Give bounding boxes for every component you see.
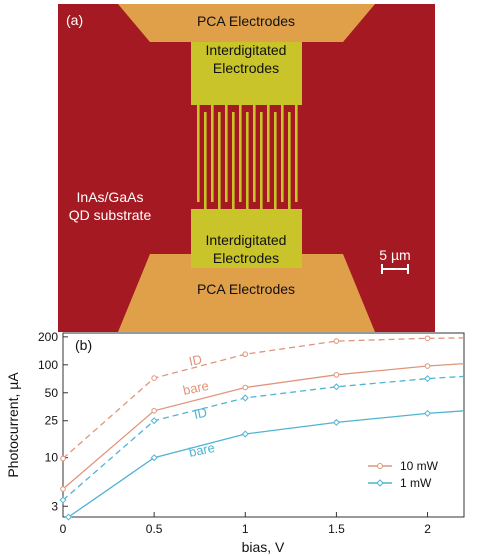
legend-marker-10mw [377, 463, 383, 469]
x-axis-label: bias, V [242, 539, 285, 555]
panel-a-label: (a) [66, 12, 83, 28]
panel-b-label: (b) [75, 337, 92, 353]
pca-electrode-bottom [118, 254, 375, 332]
finger [225, 105, 228, 202]
annot-id-10mw: ID [188, 352, 204, 369]
point-marker [151, 375, 157, 381]
point-marker [424, 409, 432, 417]
pca-label-top: PCA Electrodes [197, 13, 295, 29]
x-tick-label: 1 [242, 522, 249, 536]
finger [246, 112, 249, 209]
point-marker [64, 513, 72, 521]
finger [253, 105, 256, 202]
id-label-bottom-2: Electrodes [213, 250, 279, 266]
x-tick-label: 2 [424, 522, 431, 536]
plot-frame [62, 332, 465, 518]
finger [232, 112, 235, 209]
pca-label-bottom: PCA Electrodes [197, 281, 295, 297]
point-marker [333, 372, 340, 378]
point-marker [59, 496, 67, 504]
x-tick-label: 1.5 [328, 522, 345, 536]
series-layer [59, 335, 465, 521]
series-line [62, 375, 465, 501]
x-axis-ticks: 0 0.5 1 1.5 2 [60, 512, 431, 536]
finger [281, 105, 284, 202]
finger [274, 112, 277, 209]
series-line [68, 410, 465, 518]
y-tick-label: 200 [38, 330, 58, 344]
series-line [62, 337, 465, 459]
point-marker [60, 455, 66, 462]
point-marker [242, 384, 249, 391]
y-axis-label: Photocurrent, µA [5, 372, 21, 478]
x-tick-label: 0 [60, 522, 67, 536]
point-marker [60, 486, 66, 492]
finger [260, 112, 263, 209]
finger [197, 105, 200, 202]
id-label-top-1: Interdigitated [206, 42, 287, 58]
y-tick-label: 25 [45, 414, 59, 428]
annot-id-1mw: ID [193, 405, 209, 422]
finger [218, 112, 221, 209]
scale-bar-label: 5 µm [379, 247, 410, 263]
micrograph-panel: (a) PCA Electrodes Interdigitated Electr… [58, 4, 435, 332]
y-tick-label: 3 [51, 499, 58, 513]
substrate-label-1: InAs/GaAs [77, 189, 144, 205]
point-marker [150, 454, 158, 462]
id-pad-top [191, 42, 302, 105]
y-axis-ticks: 3 10 25 50 100 200 [38, 330, 68, 513]
interdigitated-fingers [197, 105, 298, 209]
x-tick-label: 0.5 [146, 522, 163, 536]
finger [288, 112, 291, 209]
series-line [62, 362, 465, 490]
y-tick-label: 50 [45, 386, 59, 400]
point-marker [241, 394, 249, 402]
id-pad-bottom [191, 209, 302, 268]
finger [204, 112, 207, 209]
legend: 10 mW 1 mW [368, 459, 439, 490]
legend-label-10mw: 10 mW [400, 459, 439, 473]
point-marker [332, 383, 340, 391]
finger [211, 105, 214, 202]
point-marker [150, 417, 158, 425]
photocurrent-chart: 3 10 25 50 100 200 0 0.5 1 1.5 2 (b) ID bare ID b… [5, 330, 465, 555]
id-label-top-2: Electrodes [213, 60, 279, 76]
point-marker [424, 335, 431, 342]
point-marker [241, 430, 249, 438]
legend-marker-1mw [376, 479, 384, 487]
point-marker [424, 363, 431, 369]
point-marker [151, 407, 157, 414]
substrate-label-2: QD substrate [69, 207, 152, 223]
scale-bar [381, 264, 409, 274]
finger [239, 105, 242, 202]
pca-electrode-top [118, 4, 375, 42]
finger [295, 105, 298, 202]
legend-label-1mw: 1 mW [400, 476, 432, 490]
annot-bare-10mw: bare [182, 378, 211, 398]
id-label-bottom-1: Interdigitated [206, 232, 287, 248]
y-tick-label: 10 [45, 451, 59, 465]
y-tick-label: 100 [38, 358, 58, 372]
finger [267, 105, 270, 202]
point-marker [332, 418, 340, 426]
point-marker [424, 375, 432, 383]
annot-bare-1mw: bare [188, 440, 217, 460]
point-marker [333, 338, 340, 344]
point-marker [242, 351, 249, 358]
